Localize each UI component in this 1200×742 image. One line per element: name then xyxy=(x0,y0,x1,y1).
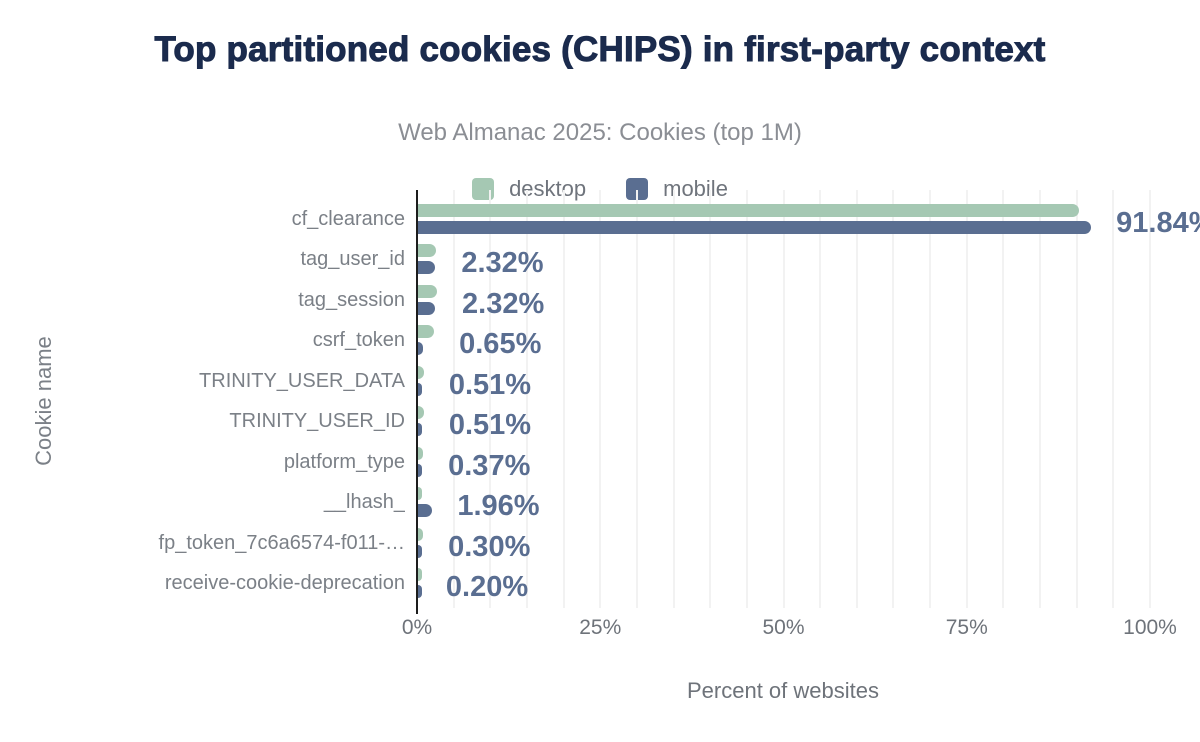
bar-desktop-receive-cookie-deprecation[interactable] xyxy=(418,568,422,582)
gridline xyxy=(525,190,528,608)
category-label: TRINITY_USER_DATA xyxy=(199,369,405,392)
chart-subtitle: Web Almanac 2025: Cookies (top 1M) xyxy=(398,119,802,146)
gridline xyxy=(635,190,638,608)
x-tick-label: 25% xyxy=(579,616,622,639)
bar-desktop-platform_type[interactable] xyxy=(418,446,424,460)
y-axis-line xyxy=(416,190,418,608)
x-tick-label: 100% xyxy=(1123,616,1177,639)
bar-desktop-tag_user_id[interactable] xyxy=(418,244,437,258)
bar-desktop-tag_session[interactable] xyxy=(418,284,438,298)
gridline xyxy=(892,190,895,608)
legend-item-desktop[interactable]: desktop xyxy=(472,176,586,202)
y-axis-title: Cookie name xyxy=(31,336,56,466)
legend-label: desktop xyxy=(509,176,587,201)
category-label: receive-cookie-deprecation xyxy=(164,572,405,595)
x-axis-title: Percent of websites xyxy=(687,678,879,703)
x-tick-label: 0% xyxy=(401,616,433,639)
bar-mobile-cf_clearance[interactable] xyxy=(418,221,1092,234)
bar-mobile-csrf_token[interactable] xyxy=(418,342,423,356)
bar-desktop-fp_token_7c6a6574-f011-…[interactable] xyxy=(418,527,424,541)
gridline xyxy=(782,190,785,608)
gridline xyxy=(489,190,492,608)
bar-mobile-platform_type[interactable] xyxy=(418,463,422,477)
legend-swatch-mobile-icon xyxy=(626,178,649,200)
gridline xyxy=(1112,190,1115,608)
gridline xyxy=(745,190,748,608)
category-label: tag_session xyxy=(298,288,405,311)
x-tick-label: 75% xyxy=(945,616,988,639)
gridline xyxy=(1149,190,1151,608)
bar-desktop-TRINITY_USER_DATA[interactable] xyxy=(418,365,424,379)
value-label: 2.32% xyxy=(462,287,545,320)
bar-mobile-receive-cookie-deprecation[interactable] xyxy=(418,585,422,599)
category-label: tag_user_id xyxy=(300,248,405,271)
gridline xyxy=(819,190,822,608)
bar-desktop-__lhash_[interactable] xyxy=(418,487,422,501)
bar-mobile-TRINITY_USER_DATA[interactable] xyxy=(418,382,422,396)
bar-mobile-fp_token_7c6a6574-f011-…[interactable] xyxy=(418,544,422,558)
value-label: 0.65% xyxy=(459,328,542,361)
value-label: 2.32% xyxy=(461,247,544,280)
gridline xyxy=(452,190,455,608)
gridline xyxy=(1002,190,1005,608)
gridline xyxy=(562,190,565,608)
category-label: cf_clearance xyxy=(291,208,405,230)
bar-desktop-TRINITY_USER_ID[interactable] xyxy=(418,406,424,420)
bar-mobile-TRINITY_USER_ID[interactable] xyxy=(418,423,422,437)
chart-title: Top partitioned cookies (CHIPS) in first… xyxy=(154,29,1046,69)
category-label: csrf_token xyxy=(312,329,405,352)
x-axis-tick xyxy=(416,608,418,614)
value-label: 0.51% xyxy=(448,409,532,442)
category-label: platform_type xyxy=(283,450,405,473)
value-label: 0.30% xyxy=(448,530,531,563)
value-label: 91.84% xyxy=(1116,207,1200,239)
gridline xyxy=(1039,190,1042,608)
bar-mobile-__lhash_[interactable] xyxy=(418,504,433,518)
value-label: 0.51% xyxy=(448,368,532,401)
bar-mobile-tag_user_id[interactable] xyxy=(418,261,435,275)
gridline xyxy=(599,190,602,608)
gridline xyxy=(672,190,675,608)
category-label: __lhash_ xyxy=(323,491,405,514)
value-label: 0.20% xyxy=(445,571,529,604)
value-label: 0.37% xyxy=(448,449,531,482)
x-tick-label: 50% xyxy=(762,616,805,639)
gridline xyxy=(965,190,968,608)
legend-swatch-desktop-icon xyxy=(472,178,495,200)
gridline xyxy=(929,190,932,608)
legend-item-mobile[interactable]: mobile xyxy=(626,176,728,202)
gridline xyxy=(855,190,858,608)
bar-mobile-tag_session[interactable] xyxy=(418,301,435,315)
bar-desktop-cf_clearance[interactable] xyxy=(418,204,1080,217)
value-label: 1.96% xyxy=(457,490,540,523)
legend: desktop mobile xyxy=(0,176,1200,202)
category-label: TRINITY_USER_ID xyxy=(229,410,405,433)
bar-desktop-csrf_token[interactable] xyxy=(418,325,435,339)
gridline xyxy=(709,190,712,608)
category-label: fp_token_7c6a6574-f011-… xyxy=(158,531,405,554)
gridline xyxy=(1075,190,1078,608)
